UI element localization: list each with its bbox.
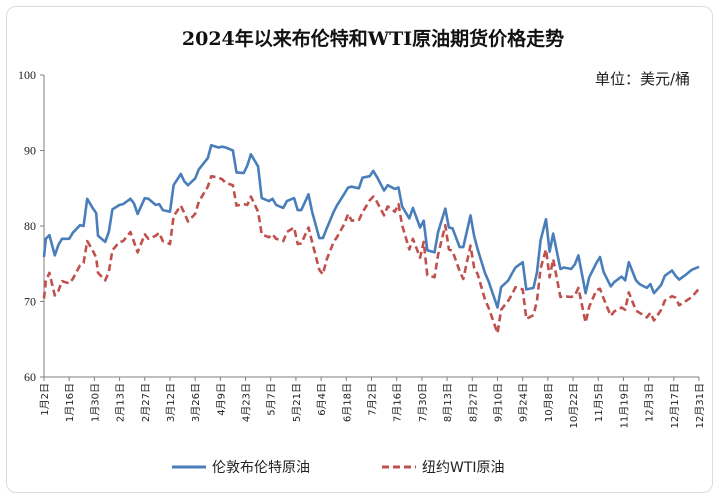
- series-line-0: [42, 143, 700, 309]
- x-tick-label: 1月2日: [39, 383, 51, 416]
- x-tick-label: 9月24日: [518, 383, 530, 422]
- x-tick-label: 12月17日: [669, 383, 681, 428]
- x-tick-label: 3月26日: [190, 383, 202, 422]
- x-tick-label: 10月22日: [568, 383, 580, 428]
- x-tick-label: 2月13日: [115, 383, 127, 422]
- x-tick-label: 12月3日: [644, 383, 656, 422]
- x-tick-label: 12月31日: [694, 383, 706, 428]
- x-tick-label: 2月27日: [140, 383, 152, 422]
- x-tick-label: 10月8日: [543, 383, 555, 422]
- y-tick-label: 80: [24, 219, 36, 233]
- x-tick-label: 6月18日: [341, 383, 353, 422]
- x-tick-label: 7月2日: [367, 383, 379, 416]
- unit-label: 单位：美元/桶: [595, 70, 690, 88]
- legend: 伦敦布伦特原油 纽约WTI原油: [172, 460, 505, 476]
- x-tick-label: 11月5日: [593, 383, 605, 422]
- y-tick-label: 100: [18, 68, 36, 82]
- x-tick-label: 1月16日: [64, 383, 76, 422]
- y-tick-label: 60: [24, 370, 36, 384]
- x-tick-label: 11月19日: [618, 383, 630, 428]
- y-tick-label: 70: [24, 295, 36, 309]
- x-tick-label: 8月13日: [442, 383, 454, 422]
- x-tick-label: 6月4日: [316, 383, 328, 416]
- axes: 60 70 80 90 100 1月2日 1月16日 1月30日 2月13日 2月27日 3月12日…: [18, 68, 706, 428]
- x-tick-label: 4月9日: [215, 383, 227, 416]
- chart-frame: [6, 6, 713, 493]
- x-tick-label: 5月21日: [291, 383, 303, 422]
- chart-title: 2024年以来布伦特和WTI原油期货价格走势: [182, 27, 564, 50]
- x-tick-label: 7月16日: [392, 383, 404, 422]
- series-line-1: [42, 174, 700, 335]
- x-tick-label: 1月30日: [89, 383, 101, 422]
- x-tick-label: 4月23日: [241, 383, 253, 422]
- x-tick-label: 9月10日: [492, 383, 504, 422]
- x-tick-label: 7月30日: [417, 383, 429, 422]
- legend-label-1: 纽约WTI原油: [422, 460, 505, 476]
- x-tick-label: 8月27日: [467, 383, 479, 422]
- y-tick-label: 90: [24, 144, 36, 158]
- x-tick-label: 3月12日: [165, 383, 177, 422]
- legend-label-0: 伦敦布伦特原油: [212, 460, 310, 476]
- series-layer: [42, 143, 700, 335]
- x-tick-label: 5月7日: [266, 383, 278, 416]
